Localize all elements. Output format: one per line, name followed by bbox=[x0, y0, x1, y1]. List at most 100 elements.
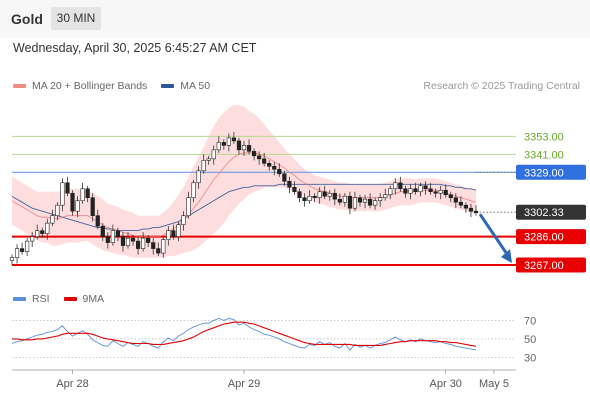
candle-body bbox=[307, 195, 312, 202]
candle-body bbox=[135, 240, 141, 249]
rsi-series-line bbox=[11, 318, 477, 351]
candle-body bbox=[433, 191, 438, 194]
level-label-box bbox=[516, 164, 586, 180]
ma50-swatch bbox=[161, 84, 175, 88]
timeframe-button[interactable]: 30 MIN bbox=[51, 7, 101, 30]
legend-9ma-label: 9MA bbox=[82, 293, 105, 305]
legend-rsi-label: RSI bbox=[32, 293, 50, 305]
projection-arrowhead bbox=[501, 249, 512, 264]
candle-body bbox=[50, 215, 55, 224]
candle-body bbox=[413, 188, 418, 193]
candle-body bbox=[302, 197, 307, 202]
level-label: 3329.00 bbox=[524, 167, 564, 179]
candle-body bbox=[463, 204, 469, 209]
candle-body bbox=[332, 192, 337, 200]
candle-body bbox=[211, 149, 216, 160]
candle-body bbox=[100, 225, 105, 237]
candle-body bbox=[176, 224, 181, 237]
x-tick-label: Apr 29 bbox=[228, 378, 260, 390]
candle-body bbox=[201, 160, 206, 172]
x-tick-label: May 5 bbox=[479, 378, 509, 390]
projection-arrow bbox=[478, 213, 511, 258]
candle-body bbox=[241, 145, 247, 151]
candle-body bbox=[448, 194, 453, 199]
candle-body bbox=[85, 188, 90, 199]
candle-body bbox=[19, 248, 25, 252]
candle-body bbox=[383, 194, 388, 199]
toolbar: Gold 30 MIN bbox=[0, 0, 590, 38]
level-label-box bbox=[516, 229, 586, 245]
x-tick-label: Apr 30 bbox=[430, 378, 462, 390]
candle-body bbox=[181, 215, 186, 225]
rsi-swatch bbox=[13, 297, 26, 301]
candle-body bbox=[458, 201, 463, 206]
level-label: 3341.00 bbox=[524, 149, 564, 161]
candle-body bbox=[443, 189, 448, 196]
level-label: 3302.33 bbox=[524, 207, 564, 219]
rsi-tick-label: 70 bbox=[524, 315, 536, 327]
candle-body bbox=[231, 137, 237, 142]
candle-body bbox=[267, 163, 272, 167]
rsi-tick-label: 50 bbox=[524, 334, 536, 346]
x-tick-label: Apr 28 bbox=[56, 378, 88, 390]
candle-body bbox=[317, 191, 322, 199]
candle-body bbox=[65, 182, 70, 194]
rsi-tick-label: 30 bbox=[524, 352, 536, 364]
candle-body bbox=[428, 188, 433, 193]
candle-body bbox=[246, 145, 252, 152]
candle-body bbox=[322, 191, 327, 197]
candle-body bbox=[130, 237, 136, 242]
candle-body bbox=[226, 137, 231, 146]
candle-body bbox=[337, 198, 342, 203]
candle-body bbox=[221, 142, 226, 146]
candle-body bbox=[393, 182, 398, 190]
candle-body bbox=[282, 173, 287, 182]
candle-body bbox=[468, 207, 474, 212]
candle-body bbox=[312, 195, 317, 199]
rsi-series-line bbox=[12, 321, 477, 347]
candle-body bbox=[60, 182, 65, 206]
candle-body bbox=[125, 237, 131, 246]
candle-body bbox=[262, 158, 267, 164]
candle-body bbox=[90, 197, 95, 216]
candle-body bbox=[367, 198, 373, 206]
level-label: 3353.00 bbox=[524, 131, 564, 143]
candle-body bbox=[352, 197, 358, 209]
candle-body bbox=[151, 242, 156, 249]
candle-body bbox=[423, 185, 428, 190]
candle-body bbox=[287, 180, 292, 188]
candle-body bbox=[45, 222, 50, 234]
candle-body bbox=[105, 236, 110, 243]
candle-body bbox=[196, 170, 201, 184]
candle-body bbox=[25, 240, 30, 252]
candle-body bbox=[418, 185, 423, 193]
legend-ma50-label: MA 50 bbox=[180, 80, 211, 92]
rsi-legend: RSI 9MA bbox=[13, 293, 104, 305]
candle-body bbox=[161, 239, 166, 254]
candle-body bbox=[35, 230, 40, 237]
candle-body bbox=[473, 210, 479, 213]
candle-body bbox=[40, 230, 45, 234]
candle-body bbox=[141, 237, 146, 249]
candle-body bbox=[236, 140, 242, 151]
candle-body bbox=[191, 182, 196, 199]
candle-body bbox=[75, 200, 80, 212]
candle-body bbox=[388, 188, 393, 196]
candle-body bbox=[156, 248, 161, 254]
candle-body bbox=[297, 191, 302, 199]
rsi-ma-swatch bbox=[63, 297, 77, 301]
level-label-box bbox=[516, 257, 586, 273]
research-credit: Research © 2025 Trading Central bbox=[423, 80, 580, 92]
legend-ma20-label: MA 20 + Bollinger Bands bbox=[32, 80, 148, 92]
candle-body bbox=[277, 169, 282, 175]
candle-body bbox=[95, 215, 100, 227]
candle-body bbox=[216, 142, 221, 151]
candle-body bbox=[453, 197, 458, 203]
candle-body bbox=[378, 197, 383, 202]
candle-body bbox=[14, 248, 20, 258]
candle-body bbox=[403, 188, 408, 194]
candle-body bbox=[251, 151, 257, 157]
candle-body bbox=[347, 195, 353, 209]
candle-body bbox=[9, 257, 15, 261]
